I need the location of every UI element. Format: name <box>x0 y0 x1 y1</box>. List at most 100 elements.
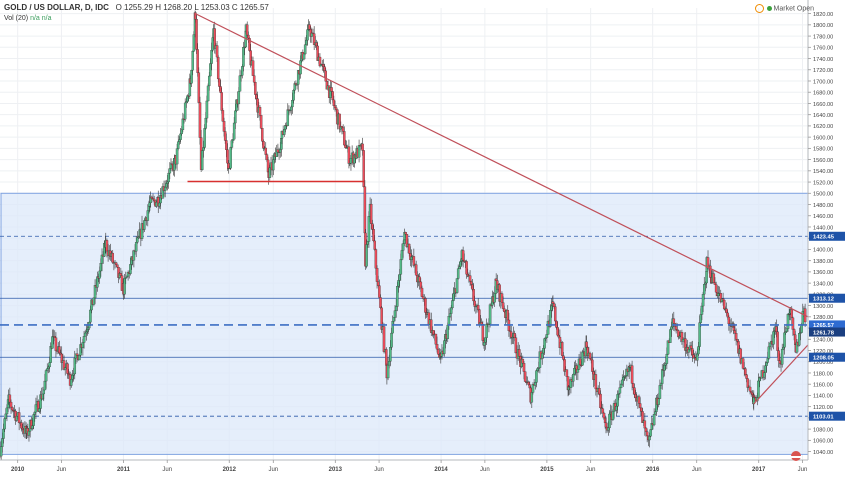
candle-body <box>163 186 167 191</box>
candle-body <box>733 330 737 334</box>
level-badge-bg <box>809 352 845 362</box>
candle-body <box>124 277 128 279</box>
candle-body <box>330 87 333 92</box>
candle-body <box>420 287 424 297</box>
candle-body <box>220 92 223 111</box>
x-tick-label: 2010 <box>11 467 25 473</box>
candle-body <box>622 377 625 381</box>
candle-body <box>148 202 151 207</box>
candle-body <box>672 318 676 324</box>
candle-body <box>344 144 347 148</box>
candle-body <box>185 101 188 104</box>
candle-body <box>380 307 383 330</box>
trendline-rising <box>753 344 809 405</box>
close-label: C <box>231 3 238 12</box>
candle-body <box>555 320 558 328</box>
candle-body <box>766 358 769 363</box>
candle-body <box>27 430 31 436</box>
candle-body <box>99 263 103 272</box>
candle-body <box>481 324 485 341</box>
candle-body <box>501 302 505 309</box>
current-price-badge: 1265.57 <box>813 323 834 329</box>
candle-body <box>700 305 704 315</box>
candle-body <box>767 346 771 359</box>
y-tick-label: 1380.00 <box>813 259 833 265</box>
y-tick-label: 1680.00 <box>813 91 833 97</box>
level-badge: 1313.12 <box>813 297 834 303</box>
candle-body <box>665 353 669 364</box>
level-badge: 1423.45 <box>813 235 835 241</box>
candle-body <box>455 278 459 293</box>
candle-body <box>506 309 510 321</box>
candle-body <box>480 322 483 325</box>
candle-body <box>105 240 109 252</box>
candle-body <box>589 358 593 361</box>
candle-body <box>132 250 136 261</box>
candle-body <box>218 78 221 87</box>
candle-body <box>197 72 201 103</box>
candle-body <box>170 163 174 166</box>
high-label: H <box>155 3 161 12</box>
candle-body <box>749 391 753 394</box>
candle-body <box>468 275 472 282</box>
candle-body <box>252 75 256 83</box>
candle-body <box>255 94 258 99</box>
candle-body <box>207 75 211 87</box>
y-tick-label: 1700.00 <box>813 79 833 85</box>
candle-body <box>166 181 169 184</box>
candle-body <box>617 393 621 395</box>
y-tick-label: 1080.00 <box>813 427 833 433</box>
candle-body <box>340 126 344 128</box>
candle-body <box>447 316 451 326</box>
candle-body <box>216 56 220 80</box>
candle-body <box>644 427 648 432</box>
candle-body <box>43 380 47 391</box>
candle-body <box>175 148 179 165</box>
candle-body <box>390 332 393 348</box>
candle-body <box>286 109 290 126</box>
candle-body <box>608 413 611 429</box>
candle-body <box>732 327 736 331</box>
candle-body <box>746 378 749 388</box>
symbol-title[interactable]: GOLD / US DOLLAR, D, IDC <box>4 3 109 12</box>
candle-body <box>366 241 370 245</box>
x-tick-label: Jun <box>798 467 808 473</box>
candle-body <box>385 349 388 366</box>
candle-body <box>393 310 397 318</box>
candle-body <box>178 139 181 142</box>
y-tick-label: 1560.00 <box>813 158 833 164</box>
secondary-badge-bg <box>809 327 845 337</box>
candle-body <box>167 172 170 183</box>
candle-body <box>237 91 241 105</box>
candle-body <box>691 348 694 355</box>
candle-body <box>631 383 635 388</box>
candle-body <box>1 438 4 447</box>
candle-body <box>615 406 618 411</box>
candle-body <box>3 418 6 430</box>
candle-body <box>73 357 77 375</box>
candle-body <box>736 339 739 342</box>
candle-body <box>775 326 778 332</box>
candle-body <box>522 363 526 372</box>
candle-body <box>469 281 473 285</box>
candle-body <box>598 388 601 395</box>
candle-body <box>484 337 487 343</box>
candle-body <box>262 141 265 149</box>
candle-body <box>552 303 556 307</box>
candle-body <box>264 147 268 155</box>
candle-body <box>373 240 376 250</box>
candle-body <box>578 358 582 366</box>
volume-label[interactable]: Vol (20) <box>4 15 29 22</box>
candle-body <box>206 85 210 102</box>
y-tick-label: 1240.00 <box>813 338 833 344</box>
candle-body <box>721 298 725 301</box>
candle-body <box>116 264 119 268</box>
candle-body <box>543 338 546 349</box>
candle-body <box>448 313 452 317</box>
candle-body <box>784 331 787 333</box>
candle-body <box>192 34 196 52</box>
candle-body <box>788 312 791 315</box>
candle-body <box>357 145 361 158</box>
candle-body <box>531 384 535 393</box>
candle-body <box>535 370 538 383</box>
